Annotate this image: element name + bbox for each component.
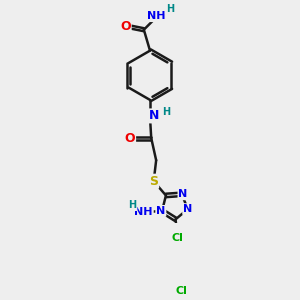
Text: NH: NH bbox=[147, 11, 165, 21]
Text: NH: NH bbox=[134, 207, 153, 217]
Text: S: S bbox=[149, 175, 158, 188]
Text: H: H bbox=[166, 4, 174, 14]
Text: N: N bbox=[183, 204, 192, 214]
Text: O: O bbox=[120, 20, 131, 32]
Text: O: O bbox=[124, 132, 135, 145]
Text: N: N bbox=[178, 189, 188, 199]
Text: H: H bbox=[128, 200, 136, 210]
Text: H: H bbox=[162, 107, 170, 117]
Text: Cl: Cl bbox=[171, 233, 183, 243]
Text: N: N bbox=[156, 206, 166, 216]
Text: Cl: Cl bbox=[176, 286, 188, 296]
Text: N: N bbox=[148, 110, 159, 122]
